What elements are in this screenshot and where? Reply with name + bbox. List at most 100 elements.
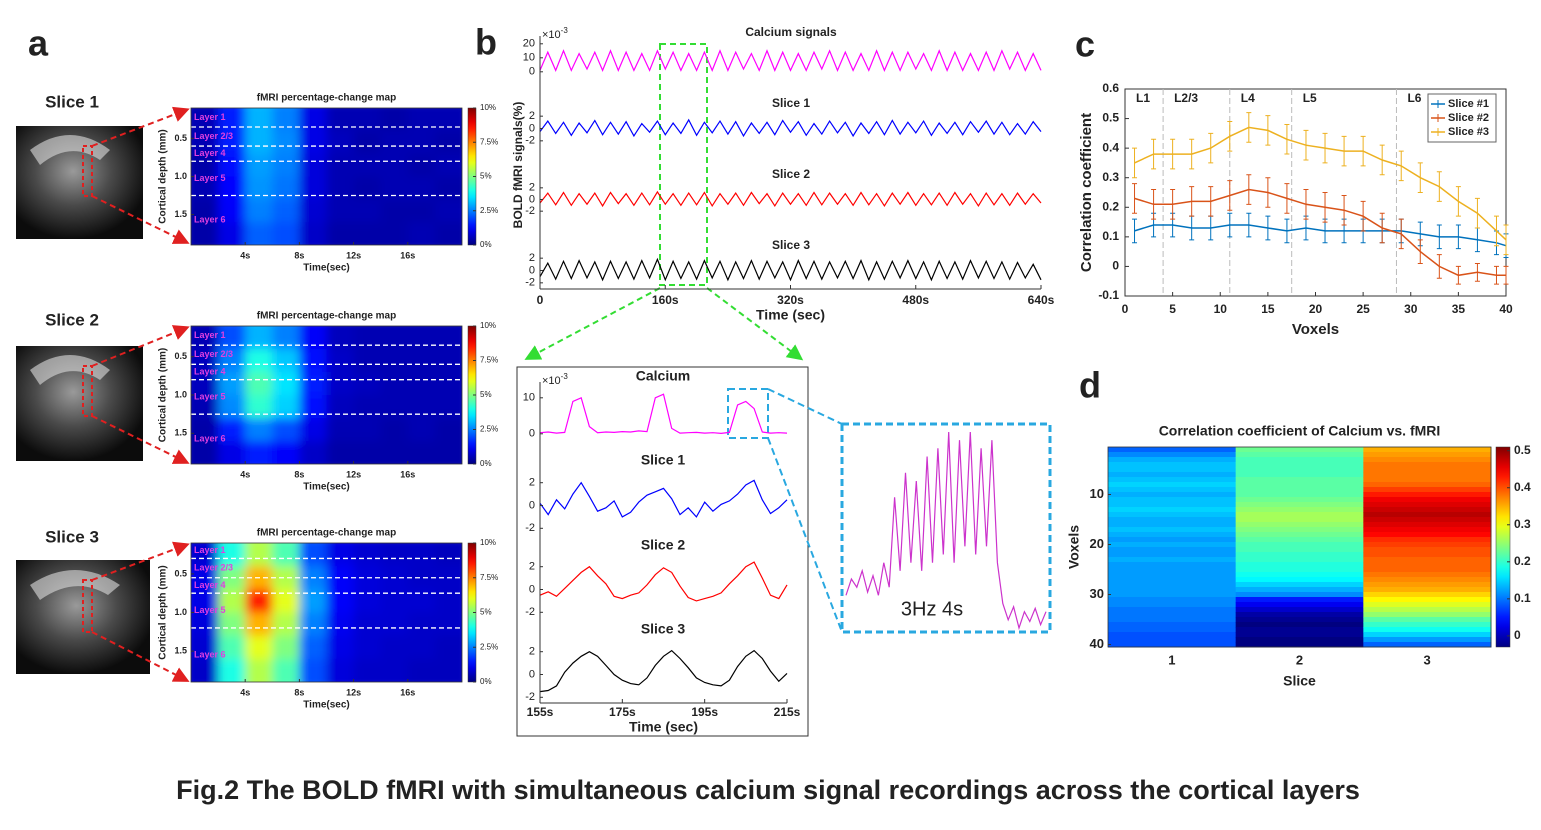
heatmap-cell (1363, 602, 1492, 608)
heatmap-cell (191, 349, 219, 373)
y-tick-label: 20 (523, 38, 535, 50)
heatmap-cell (434, 441, 462, 464)
heatmap-cell (434, 372, 462, 396)
heatmap-cell (245, 326, 273, 350)
heatmap-cell (1108, 517, 1237, 523)
y-tick-label: 0.5 (174, 351, 187, 361)
layer-label: Layer 1 (194, 330, 226, 340)
heatmap-cell (407, 543, 436, 567)
heatmap-cell (191, 199, 219, 223)
layer-label: Layer 2/3 (194, 349, 233, 359)
heatmap-cell (1363, 532, 1492, 538)
heatmap-cell (434, 395, 462, 419)
y-tick-label: 0 (529, 428, 535, 440)
heatmap-cell (380, 372, 409, 396)
y-axis-label: Correlation coefficient (1078, 113, 1095, 272)
axis-scale-base: ×10 (542, 375, 561, 387)
x-tick-label: 640s (1028, 293, 1055, 307)
heatmap-cell (272, 441, 300, 464)
colorbar-tick-label: 2.5% (480, 206, 498, 215)
heatmap-cell (218, 612, 246, 637)
heatmap-cell (1363, 562, 1492, 568)
heatmap-cell (434, 349, 462, 373)
heatmap-cell (380, 153, 409, 177)
mri-image (16, 560, 150, 674)
heatmap-cell (1363, 627, 1492, 633)
heatmap-cell (272, 589, 300, 613)
heatmap-cell (1108, 612, 1237, 618)
heatmap-cell (1108, 587, 1237, 593)
heatmap-cell (1108, 527, 1237, 533)
heatmap-cell (407, 153, 436, 177)
heatmap-body (191, 108, 462, 245)
heatmap-cell (1108, 597, 1237, 603)
zoom-frame (516, 366, 809, 737)
heatmap-cell (1235, 472, 1364, 478)
heatmap-cell (272, 108, 300, 132)
heatmap-cell (326, 176, 355, 200)
heatmap-cell (380, 418, 409, 442)
chart-title: fMRI percentage-change map (257, 528, 396, 539)
colorbar-tick-label: 0.5 (1514, 443, 1531, 457)
trace-title: Slice 2 (772, 167, 810, 181)
heatmap-cell (434, 130, 462, 155)
heatmap-cell (1235, 567, 1364, 573)
x-tick-label: 8s (294, 469, 304, 479)
heatmap-cell (272, 153, 300, 177)
heatmap-cell (1108, 602, 1237, 608)
trace-title: Calcium (636, 368, 690, 384)
y-tick-label: -2 (525, 205, 535, 217)
heatmap-cell (326, 543, 355, 567)
heatmap-cell (299, 658, 327, 682)
heatmap-cell (353, 130, 382, 155)
legend-label: Slice #1 (1448, 98, 1489, 110)
y-tick-label: 1.5 (174, 209, 187, 219)
heatmap-cell (1363, 597, 1492, 603)
caption: Fig.2 The BOLD fMRI with simultaneous ca… (176, 775, 1360, 805)
heatmap-cell (1108, 557, 1237, 563)
heatmap-cell (1108, 497, 1237, 503)
error-bar (1503, 224, 1509, 256)
panel-label: b (475, 22, 497, 63)
heatmap-cell (434, 418, 462, 442)
colorbar (1495, 446, 1511, 648)
heatmap-cell (245, 441, 273, 464)
heatmap-cell (1235, 557, 1364, 563)
heatmap-cell (1235, 527, 1364, 533)
heatmap-cell (1108, 472, 1237, 478)
heatmap-cell (272, 543, 300, 567)
heatmap-cell (434, 153, 462, 177)
heatmap-cell (299, 372, 327, 396)
heatmap-cell (1235, 532, 1364, 538)
heatmap-cell (245, 589, 273, 613)
heatmap-cell (1235, 637, 1364, 643)
heatmap-cell (1235, 562, 1364, 568)
y-tick-label: 1.0 (174, 389, 187, 399)
trace-title: Slice 3 (641, 621, 686, 637)
heatmap-cell (1108, 607, 1237, 613)
heatmap-cell (1235, 572, 1364, 578)
heatmap-cell (1108, 542, 1237, 548)
heatmap-cell (218, 418, 246, 442)
series-line (1134, 224, 1507, 247)
heatmap-cell (434, 108, 462, 132)
heatmap-cell (1108, 592, 1237, 598)
heatmap-cell (1235, 477, 1364, 483)
y-tick-label: 1.5 (174, 645, 187, 655)
heatmap-cell (191, 176, 219, 200)
y-tick-label: 10 (523, 392, 535, 404)
y-tick-label: 2 (529, 477, 535, 489)
heatmap-cell (1108, 502, 1237, 508)
heatmap-cell (1235, 642, 1364, 648)
heatmap-cell (1235, 507, 1364, 513)
heatmap-cell (245, 395, 273, 419)
heatmap (191, 326, 462, 464)
heatmap-cell (353, 199, 382, 223)
trace-title: Slice 3 (772, 238, 810, 252)
x-tick-label: 3 (1424, 652, 1431, 667)
heatmap-cell (407, 108, 436, 132)
heatmap-cell (407, 635, 436, 660)
heatmap-cell (1363, 457, 1492, 463)
heatmap-cell (407, 176, 436, 200)
heatmap-cell (434, 658, 462, 682)
